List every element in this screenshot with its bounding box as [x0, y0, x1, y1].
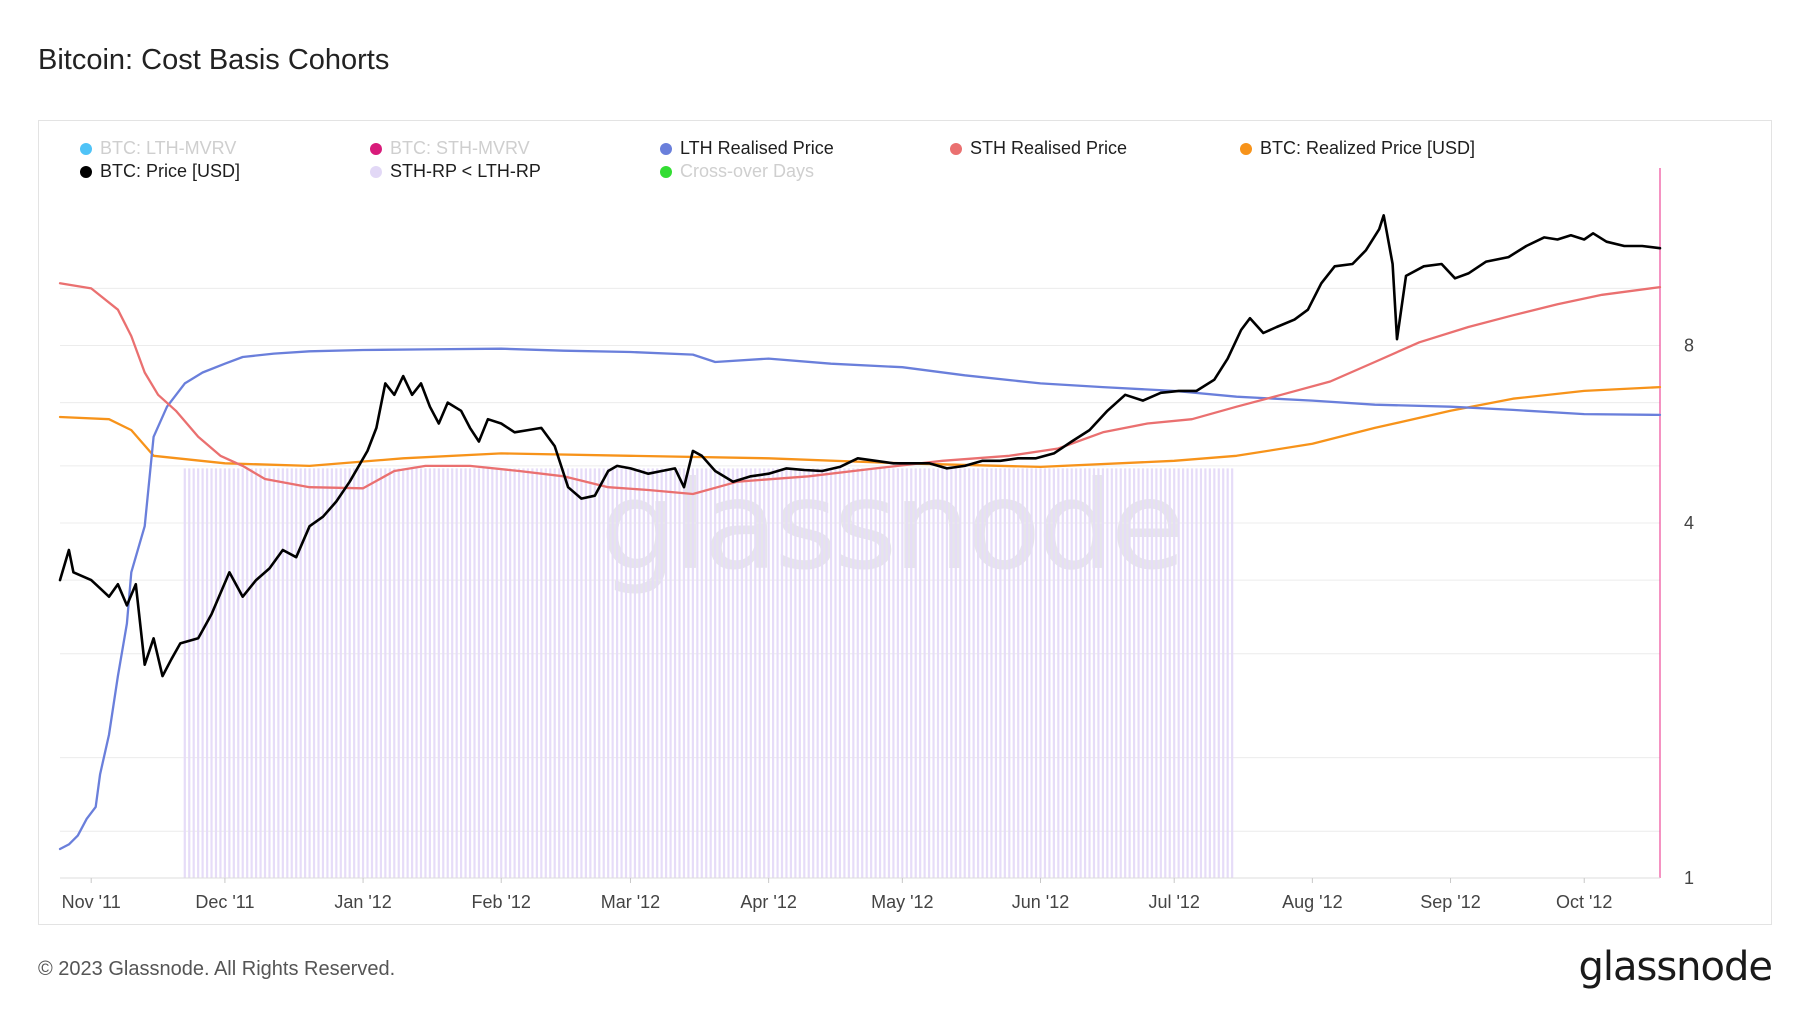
legend-dot-icon: [80, 142, 92, 155]
legend-dot-icon: [950, 142, 962, 155]
x-axis: Nov '11 Dec '11 Jan '12 Feb '12 Mar '12 Apr '…: [60, 877, 1660, 912]
x-tick-label: May '12: [871, 892, 933, 912]
legend-dot-icon: [660, 142, 672, 155]
series-line-realized: [58, 385, 1662, 469]
x-tick-label: Mar '12: [601, 892, 660, 912]
x-tick-label: Dec '11: [195, 892, 254, 912]
legend-label: Cross-over Days: [680, 161, 815, 181]
x-tick-label: Jul '12: [1148, 892, 1199, 912]
y-tick-label: 1: [1684, 868, 1694, 888]
legend-item-sth-realised-price[interactable]: STH Realised Price: [950, 138, 1127, 159]
y-tick-label: 8: [1684, 336, 1694, 356]
legend-label: BTC: Realized Price [USD]: [1260, 138, 1476, 158]
chart-title: Bitcoin: Cost Basis Cohorts: [38, 44, 390, 76]
legend-row-2: BTC: Price [USD] STH-RP < LTH-RP Cross-o…: [80, 161, 1530, 184]
legend-label: LTH Realised Price: [680, 138, 834, 158]
legend-item-sth-mvrv[interactable]: BTC: STH-MVRV: [370, 138, 530, 159]
x-tick-label: Oct '12: [1556, 892, 1612, 912]
x-tick-label: Jan '12: [334, 892, 391, 912]
legend-dot-icon: [80, 165, 92, 178]
y-axis: 1 4 8: [1684, 336, 1694, 889]
legend-dot-icon: [370, 165, 382, 178]
y-tick-label: 4: [1684, 513, 1694, 533]
copyright-text: © 2023 Glassnode. All Rights Reserved.: [38, 958, 396, 980]
series-line-lth: [58, 347, 1662, 851]
legend-item-cross-over-days[interactable]: Cross-over Days: [660, 161, 814, 182]
chart-frame: [38, 120, 1772, 925]
legend-dot-icon: [1240, 142, 1252, 155]
x-tick-label: Nov '11: [62, 892, 121, 912]
legend-label: STH Realised Price: [970, 138, 1128, 158]
legend-label: STH-RP < LTH-RP: [390, 161, 541, 181]
x-tick-label: Aug '12: [1282, 892, 1343, 912]
x-tick-label: Jun '12: [1012, 892, 1069, 912]
x-tick-label: Sep '12: [1420, 892, 1481, 912]
legend-label: BTC: Price [USD]: [100, 161, 241, 181]
glassnode-logo[interactable]: glassnode: [1578, 944, 1773, 990]
legend: BTC: LTH-MVRV BTC: STH-MVRV LTH Realised…: [80, 138, 1530, 184]
shaded-region: [183, 168, 1661, 878]
legend-dot-icon: [660, 165, 672, 178]
series-line-sth: [58, 282, 1662, 496]
legend-item-realized-price[interactable]: BTC: Realized Price [USD]: [1240, 138, 1475, 159]
series-lines: [58, 214, 1662, 851]
x-tick-label: Feb '12: [471, 892, 530, 912]
legend-item-sth-rp-below-lth-rp[interactable]: STH-RP < LTH-RP: [370, 161, 541, 182]
legend-row-1: BTC: LTH-MVRV BTC: STH-MVRV LTH Realised…: [80, 138, 1530, 161]
legend-dot-icon: [370, 142, 382, 155]
legend-item-btc-price[interactable]: BTC: Price [USD]: [80, 161, 240, 182]
series-line-price: [58, 214, 1662, 678]
x-tick-label: Apr '12: [740, 892, 796, 912]
legend-label: BTC: LTH-MVRV: [100, 138, 237, 158]
legend-label: BTC: STH-MVRV: [390, 138, 530, 158]
legend-item-lth-mvrv[interactable]: BTC: LTH-MVRV: [80, 138, 236, 159]
legend-item-lth-realised-price[interactable]: LTH Realised Price: [660, 138, 834, 159]
